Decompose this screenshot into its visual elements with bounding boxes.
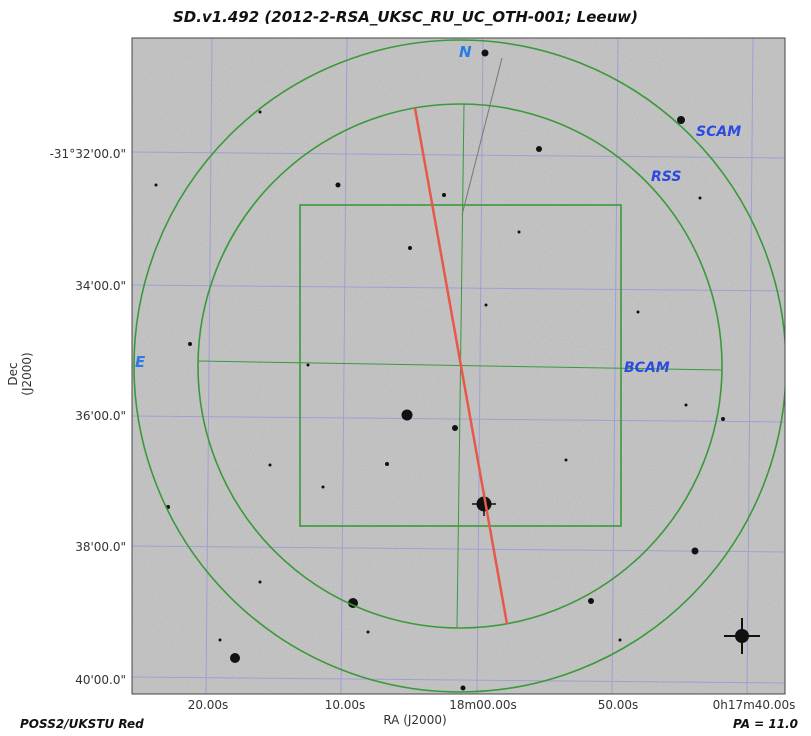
x-tick-label: 50.00s [597, 698, 639, 712]
chart-title: SD.v1.492 (2012-2-RSA_UKSC_RU_UC_OTH-001… [173, 8, 638, 26]
x-tick-label: 0h17m40.00s [712, 698, 796, 712]
y-tick-label: -31°32'00.0" [49, 147, 126, 161]
bright-star-spikes [724, 618, 760, 654]
x-tick-label: 18m00.00s [449, 698, 517, 712]
north-pointer [461, 57, 503, 216]
y-tick-label: 40'00.0" [75, 673, 126, 687]
y-tick-label: 34'00.0" [75, 279, 126, 293]
sky-image [132, 38, 785, 694]
x-tick-label: 20.00s [187, 698, 229, 712]
scam-label: SCAM [696, 124, 741, 140]
scam-footprint [133, 39, 785, 693]
bcam-label: BCAM [624, 360, 670, 376]
y-axis-label: Dec (J2000) [6, 352, 34, 396]
y-tick-label: 38'00.0" [75, 540, 126, 554]
stars [154, 49, 749, 691]
plot-frame [131, 37, 786, 695]
rss-footprint [197, 103, 723, 629]
slit [413, 107, 509, 625]
x-tick-label: 10.00s [324, 698, 366, 712]
rss-label: RSS [651, 169, 681, 185]
east-label: E [135, 353, 146, 371]
y-tick-label: 36'00.0" [75, 409, 126, 423]
x-axis-label: RA (J2000) [383, 713, 447, 727]
survey-label: POSS2/UKSTU Red [20, 717, 144, 731]
bcam-footprint [299, 204, 622, 527]
position-angle: PA = 11.0 [733, 717, 798, 731]
north-label: N [459, 43, 472, 61]
